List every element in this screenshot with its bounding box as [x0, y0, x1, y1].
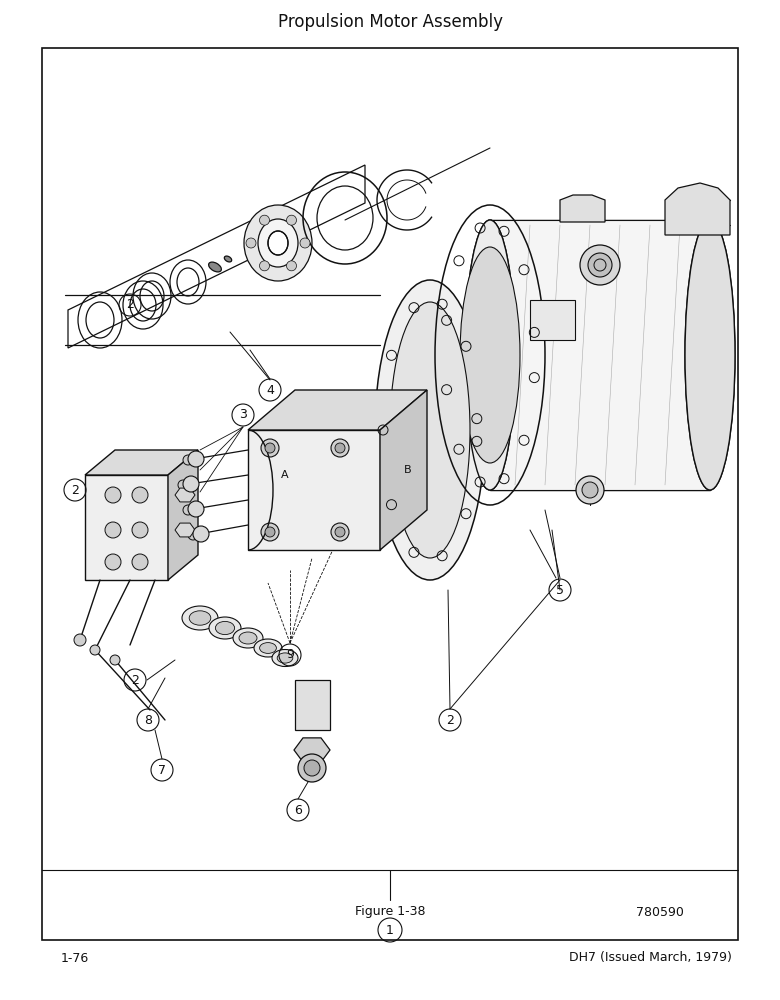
Text: 2: 2 [131, 674, 139, 686]
Circle shape [188, 501, 204, 517]
Circle shape [188, 530, 198, 540]
Circle shape [105, 487, 121, 503]
Ellipse shape [239, 632, 257, 644]
Circle shape [265, 527, 275, 537]
Text: 2: 2 [446, 714, 454, 726]
Text: 7: 7 [158, 764, 166, 776]
Polygon shape [248, 430, 380, 550]
Circle shape [588, 253, 612, 277]
Circle shape [132, 487, 148, 503]
Circle shape [105, 554, 121, 570]
Circle shape [183, 455, 193, 465]
Text: 1-76: 1-76 [61, 952, 89, 964]
Circle shape [105, 522, 121, 538]
Text: 2: 2 [126, 298, 134, 312]
Ellipse shape [233, 628, 263, 648]
Circle shape [335, 527, 345, 537]
Text: DH7 (Issued March, 1979): DH7 (Issued March, 1979) [569, 952, 732, 964]
Circle shape [304, 760, 320, 776]
Text: 6: 6 [294, 804, 302, 816]
Text: Figure 1-38: Figure 1-38 [355, 906, 425, 918]
Polygon shape [85, 450, 198, 475]
Text: 2: 2 [71, 484, 79, 496]
Circle shape [298, 754, 326, 782]
Circle shape [335, 443, 345, 453]
Polygon shape [175, 523, 195, 537]
Polygon shape [175, 488, 195, 502]
Circle shape [331, 523, 349, 541]
Ellipse shape [190, 611, 211, 625]
Circle shape [193, 526, 209, 542]
Polygon shape [490, 220, 710, 490]
Circle shape [188, 451, 204, 467]
Ellipse shape [254, 639, 282, 657]
Circle shape [110, 655, 120, 665]
Ellipse shape [277, 653, 292, 663]
Text: 3: 3 [239, 408, 247, 422]
Text: 1: 1 [386, 924, 394, 936]
Polygon shape [168, 450, 198, 580]
Polygon shape [560, 195, 605, 222]
Ellipse shape [215, 621, 235, 635]
Circle shape [261, 439, 279, 457]
Circle shape [260, 261, 270, 271]
Circle shape [286, 261, 296, 271]
Ellipse shape [208, 262, 222, 272]
Polygon shape [248, 390, 427, 430]
Circle shape [331, 439, 349, 457]
Circle shape [286, 215, 296, 225]
Ellipse shape [272, 650, 298, 666]
Circle shape [246, 238, 256, 248]
Ellipse shape [225, 256, 232, 262]
Circle shape [580, 245, 620, 285]
Circle shape [90, 645, 100, 655]
Circle shape [261, 523, 279, 541]
Ellipse shape [465, 220, 515, 490]
Ellipse shape [390, 302, 470, 558]
Polygon shape [85, 475, 168, 580]
Ellipse shape [460, 247, 520, 463]
Polygon shape [380, 390, 427, 550]
Ellipse shape [209, 617, 241, 639]
Text: B: B [404, 465, 412, 475]
Text: Propulsion Motor Assembly: Propulsion Motor Assembly [278, 13, 502, 31]
Circle shape [582, 482, 598, 498]
Circle shape [132, 522, 148, 538]
Circle shape [260, 215, 270, 225]
Ellipse shape [268, 231, 288, 255]
Ellipse shape [375, 280, 485, 580]
Polygon shape [294, 738, 330, 762]
Circle shape [183, 476, 199, 492]
Ellipse shape [685, 220, 735, 490]
Text: 8: 8 [144, 714, 152, 726]
Ellipse shape [182, 606, 218, 630]
Text: 5: 5 [556, 584, 564, 596]
Circle shape [183, 505, 193, 515]
Polygon shape [295, 680, 330, 730]
Text: A: A [281, 470, 289, 480]
Circle shape [74, 634, 86, 646]
Circle shape [132, 554, 148, 570]
Polygon shape [665, 183, 730, 235]
Text: 4: 4 [266, 383, 274, 396]
Circle shape [576, 476, 604, 504]
Circle shape [178, 480, 188, 490]
Polygon shape [530, 300, 575, 340]
Circle shape [265, 443, 275, 453]
Ellipse shape [260, 643, 276, 653]
Ellipse shape [685, 220, 735, 490]
Circle shape [300, 238, 310, 248]
Text: 780590: 780590 [636, 906, 684, 918]
Text: 9: 9 [286, 648, 294, 662]
Ellipse shape [465, 220, 515, 490]
Ellipse shape [244, 205, 312, 281]
Ellipse shape [258, 219, 298, 267]
